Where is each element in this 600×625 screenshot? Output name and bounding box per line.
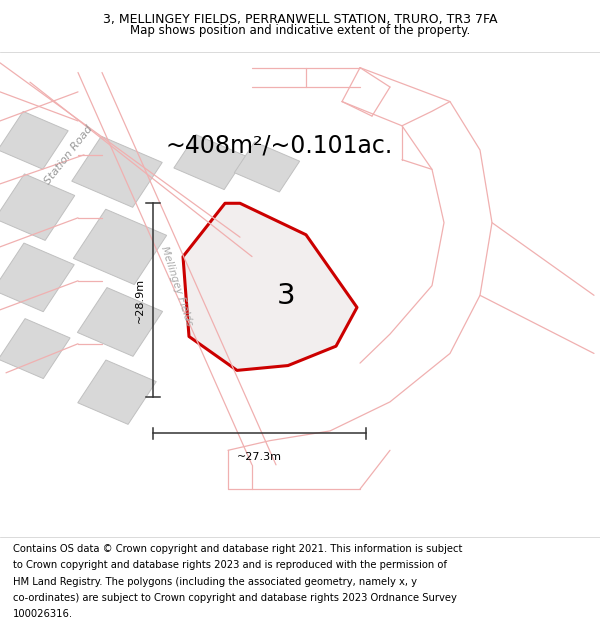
Text: Map shows position and indicative extent of the property.: Map shows position and indicative extent… (130, 24, 470, 38)
Text: 100026316.: 100026316. (13, 609, 73, 619)
Polygon shape (190, 267, 284, 348)
Text: co-ordinates) are subject to Crown copyright and database rights 2023 Ordnance S: co-ordinates) are subject to Crown copyr… (13, 593, 457, 603)
Text: HM Land Registry. The polygons (including the associated geometry, namely x, y: HM Land Registry. The polygons (includin… (13, 576, 417, 586)
Polygon shape (0, 111, 68, 169)
Text: ~408m²/~0.101ac.: ~408m²/~0.101ac. (165, 133, 392, 157)
Polygon shape (0, 174, 75, 241)
Text: to Crown copyright and database rights 2023 and is reproduced with the permissio: to Crown copyright and database rights 2… (13, 560, 447, 570)
Polygon shape (77, 288, 163, 356)
Polygon shape (235, 142, 299, 192)
Polygon shape (72, 136, 162, 208)
Polygon shape (183, 203, 357, 371)
Polygon shape (0, 319, 70, 379)
Text: Station Road: Station Road (43, 124, 95, 186)
Polygon shape (0, 243, 74, 312)
Text: 3: 3 (277, 282, 296, 311)
Polygon shape (73, 209, 167, 284)
Text: 3, MELLINGEY FIELDS, PERRANWELL STATION, TRURO, TR3 7FA: 3, MELLINGEY FIELDS, PERRANWELL STATION,… (103, 13, 497, 26)
Polygon shape (174, 134, 246, 189)
Polygon shape (78, 360, 156, 424)
Text: Contains OS data © Crown copyright and database right 2021. This information is : Contains OS data © Crown copyright and d… (13, 544, 463, 554)
Text: Mellingey Fields: Mellingey Fields (160, 244, 194, 327)
Text: ~28.9m: ~28.9m (135, 278, 145, 322)
Text: ~27.3m: ~27.3m (237, 452, 282, 462)
